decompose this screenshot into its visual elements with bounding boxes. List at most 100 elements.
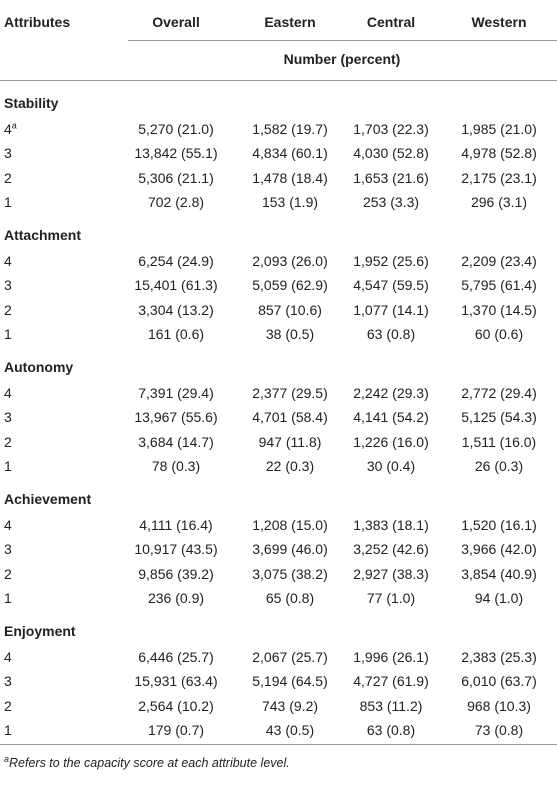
row-label: 3 <box>4 276 12 294</box>
cell: 2,175 (23.1) <box>461 170 537 186</box>
cell: 1,653 (21.6) <box>353 170 429 186</box>
level: 1 <box>4 458 12 474</box>
level: 2 <box>4 566 12 582</box>
level: 4 <box>4 517 12 533</box>
cell: 1,511 (16.0) <box>461 434 537 450</box>
section-title: Stability <box>4 95 59 111</box>
cell: 1,985 (21.0) <box>461 121 537 137</box>
level: 1 <box>4 194 12 210</box>
cell: 3,684 (14.7) <box>138 434 214 450</box>
cell: 73 (0.8) <box>474 722 524 738</box>
cell: 4,834 (60.1) <box>252 145 328 161</box>
cell: 2,772 (29.4) <box>461 385 537 401</box>
cell: 9,856 (39.2) <box>138 566 214 582</box>
cell: 3,075 (38.2) <box>252 566 328 582</box>
cell: 5,306 (21.1) <box>138 170 214 186</box>
cell: 2,377 (29.5) <box>252 385 328 401</box>
level: 3 <box>4 409 12 425</box>
level: 4 <box>4 649 12 665</box>
cell: 5,125 (54.3) <box>461 409 537 425</box>
cell: 65 (0.8) <box>265 590 315 606</box>
cell: 3,304 (13.2) <box>138 302 214 318</box>
row-label: 4 <box>4 516 12 534</box>
row-label: 1 <box>4 193 12 211</box>
cell: 702 (2.8) <box>147 194 205 210</box>
footnote-mark: a <box>11 120 17 131</box>
cell: 743 (9.2) <box>261 698 319 714</box>
cell: 3,699 (46.0) <box>252 541 328 557</box>
cell: 6,254 (24.9) <box>138 253 214 269</box>
cell: 15,931 (63.4) <box>134 673 218 689</box>
cell: 153 (1.9) <box>261 194 319 210</box>
cell: 15,401 (61.3) <box>134 277 218 293</box>
cell: 296 (3.1) <box>470 194 528 210</box>
row-label: 4 <box>4 252 12 270</box>
cell: 1,226 (16.0) <box>353 434 429 450</box>
cell: 1,077 (14.1) <box>353 302 429 318</box>
level: 3 <box>4 277 12 293</box>
cell: 853 (11.2) <box>359 698 423 714</box>
cell: 7,391 (29.4) <box>138 385 214 401</box>
level: 2 <box>4 698 12 714</box>
column-header: Attributes <box>4 14 71 30</box>
row-label: 2 <box>4 301 12 319</box>
subheader-rule <box>0 80 557 81</box>
cell: 1,582 (19.7) <box>252 121 328 137</box>
cell: 2,242 (29.3) <box>353 385 429 401</box>
cell: 3,854 (40.9) <box>461 566 537 582</box>
cell: 2,067 (25.7) <box>252 649 328 665</box>
cell: 5,059 (62.9) <box>252 277 328 293</box>
row-label: 1 <box>4 589 12 607</box>
level: 3 <box>4 145 12 161</box>
cell: 3,252 (42.6) <box>353 541 429 557</box>
cell: 161 (0.6) <box>147 326 205 342</box>
cell: 1,703 (22.3) <box>353 121 429 137</box>
cell: 3,966 (42.0) <box>461 541 537 557</box>
cell: 253 (3.3) <box>362 194 420 210</box>
level: 2 <box>4 170 12 186</box>
cell: 63 (0.8) <box>366 326 416 342</box>
row-label: 3 <box>4 408 12 426</box>
row-label: 3 <box>4 144 12 162</box>
section-title: Attachment <box>4 227 82 243</box>
cell: 236 (0.9) <box>147 590 205 606</box>
level: 4 <box>4 385 12 401</box>
cell: 4,978 (52.8) <box>461 145 537 161</box>
cell: 38 (0.5) <box>265 326 315 342</box>
level: 1 <box>4 326 12 342</box>
row-label: 2 <box>4 169 12 187</box>
cell: 94 (1.0) <box>474 590 524 606</box>
footnote-mark: a <box>4 753 10 764</box>
cell: 6,010 (63.7) <box>461 673 537 689</box>
row-label: 1 <box>4 325 12 343</box>
cell: 5,194 (64.5) <box>252 673 328 689</box>
section-title: Achievement <box>4 491 92 507</box>
cell: 4,727 (61.9) <box>353 673 429 689</box>
row-label: 2 <box>4 697 12 715</box>
level: 4 <box>4 121 12 137</box>
column-header: Eastern <box>264 14 316 30</box>
cell: 1,370 (14.5) <box>461 302 537 318</box>
cell: 2,383 (25.3) <box>461 649 537 665</box>
cell: 13,967 (55.6) <box>134 409 218 425</box>
cell: 30 (0.4) <box>366 458 416 474</box>
cell: 968 (10.3) <box>467 698 531 714</box>
cell: 4,547 (59.5) <box>353 277 429 293</box>
cell: 1,383 (18.1) <box>353 517 429 533</box>
footnote-text: Refers to the capacity score at each att… <box>9 756 290 770</box>
subheader: Number (percent) <box>283 51 401 67</box>
cell: 63 (0.8) <box>366 722 416 738</box>
level: 4 <box>4 253 12 269</box>
cell: 10,917 (43.5) <box>134 541 218 557</box>
cell: 1,478 (18.4) <box>252 170 328 186</box>
level: 3 <box>4 673 12 689</box>
column-header: Central <box>366 14 416 30</box>
column-header: Overall <box>152 14 200 30</box>
cell: 5,795 (61.4) <box>461 277 537 293</box>
cell: 4,141 (54.2) <box>353 409 429 425</box>
cell: 6,446 (25.7) <box>138 649 214 665</box>
cell: 4,701 (58.4) <box>252 409 328 425</box>
cell: 78 (0.3) <box>151 458 201 474</box>
section-title: Enjoyment <box>4 623 76 639</box>
